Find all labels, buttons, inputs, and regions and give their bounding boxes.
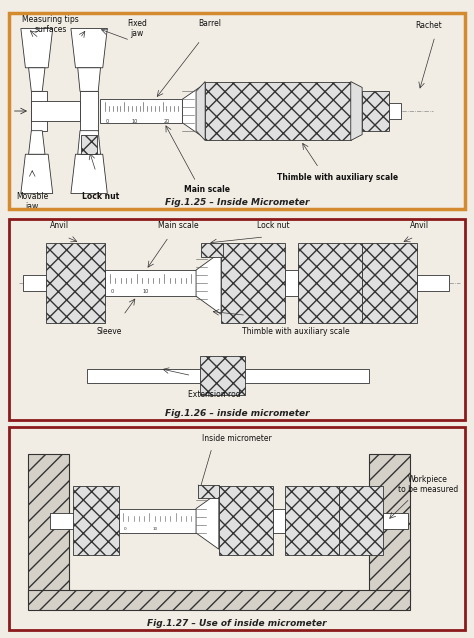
Text: Main scale: Main scale: [157, 221, 198, 230]
Bar: [87, 369, 369, 383]
Bar: [369, 454, 410, 600]
Bar: [100, 100, 182, 122]
Polygon shape: [28, 68, 45, 91]
Text: Main scale: Main scale: [184, 185, 230, 194]
Bar: [219, 486, 273, 555]
Bar: [118, 508, 196, 533]
Text: Fig.1.25 – Inside Micrometer: Fig.1.25 – Inside Micrometer: [165, 198, 309, 207]
Bar: [69, 454, 369, 590]
Polygon shape: [78, 131, 100, 154]
Bar: [362, 243, 417, 323]
Polygon shape: [28, 131, 45, 154]
Text: Thimble with auxiliary scale: Thimble with auxiliary scale: [242, 327, 350, 336]
Text: Fixed
jaw: Fixed jaw: [127, 19, 147, 38]
Bar: [390, 103, 401, 119]
Polygon shape: [21, 154, 53, 193]
Polygon shape: [196, 252, 221, 315]
Text: Measuring tips
surfaces: Measuring tips surfaces: [22, 15, 79, 34]
Text: Fig.1.27 – Use of inside micrometer: Fig.1.27 – Use of inside micrometer: [147, 619, 327, 628]
Text: Inside micrometer: Inside micrometer: [202, 434, 272, 443]
Bar: [80, 91, 98, 131]
Bar: [273, 508, 285, 533]
Polygon shape: [196, 493, 219, 549]
Polygon shape: [71, 154, 107, 193]
Bar: [27, 590, 410, 610]
Bar: [73, 486, 118, 555]
Bar: [201, 243, 223, 257]
Text: 0: 0: [106, 119, 109, 124]
Polygon shape: [196, 82, 205, 140]
Bar: [105, 270, 196, 296]
Polygon shape: [21, 29, 53, 68]
Bar: [46, 243, 105, 323]
Text: Barrel: Barrel: [198, 19, 221, 27]
Bar: [383, 513, 408, 529]
Polygon shape: [182, 84, 205, 138]
Bar: [81, 135, 97, 154]
Text: Workpiece
to be measured: Workpiece to be measured: [398, 475, 458, 494]
Bar: [23, 275, 55, 291]
Polygon shape: [78, 68, 100, 91]
Text: Anvil: Anvil: [410, 221, 428, 230]
Bar: [31, 91, 47, 131]
Bar: [285, 270, 299, 296]
Text: Movable
jaw: Movable jaw: [16, 191, 48, 211]
Bar: [285, 486, 339, 555]
Bar: [299, 243, 362, 323]
Bar: [200, 357, 245, 395]
Bar: [417, 275, 448, 291]
Text: 0: 0: [124, 527, 127, 531]
Bar: [31, 101, 80, 121]
Text: Lock nut: Lock nut: [82, 191, 119, 200]
Bar: [205, 82, 351, 140]
Text: 10: 10: [153, 527, 158, 531]
Polygon shape: [71, 29, 107, 68]
Text: 10: 10: [143, 289, 149, 294]
Text: 10: 10: [131, 119, 138, 124]
Text: Anvil: Anvil: [50, 221, 69, 230]
Bar: [27, 454, 69, 600]
Bar: [198, 486, 219, 498]
Text: Rachet: Rachet: [415, 20, 442, 29]
Text: Fig.1.26 – inside micrometer: Fig.1.26 – inside micrometer: [164, 409, 310, 418]
Polygon shape: [351, 82, 362, 140]
Text: Sleeve: Sleeve: [97, 327, 122, 336]
Text: Extension rod: Extension rod: [188, 390, 241, 399]
Text: 20: 20: [164, 119, 170, 124]
Bar: [50, 513, 78, 529]
Text: Thimble with auxiliary scale: Thimble with auxiliary scale: [276, 174, 398, 182]
Bar: [362, 91, 390, 131]
Bar: [339, 486, 383, 555]
Text: Lock nut: Lock nut: [257, 221, 290, 230]
Bar: [221, 243, 285, 323]
Text: 0: 0: [110, 289, 113, 294]
